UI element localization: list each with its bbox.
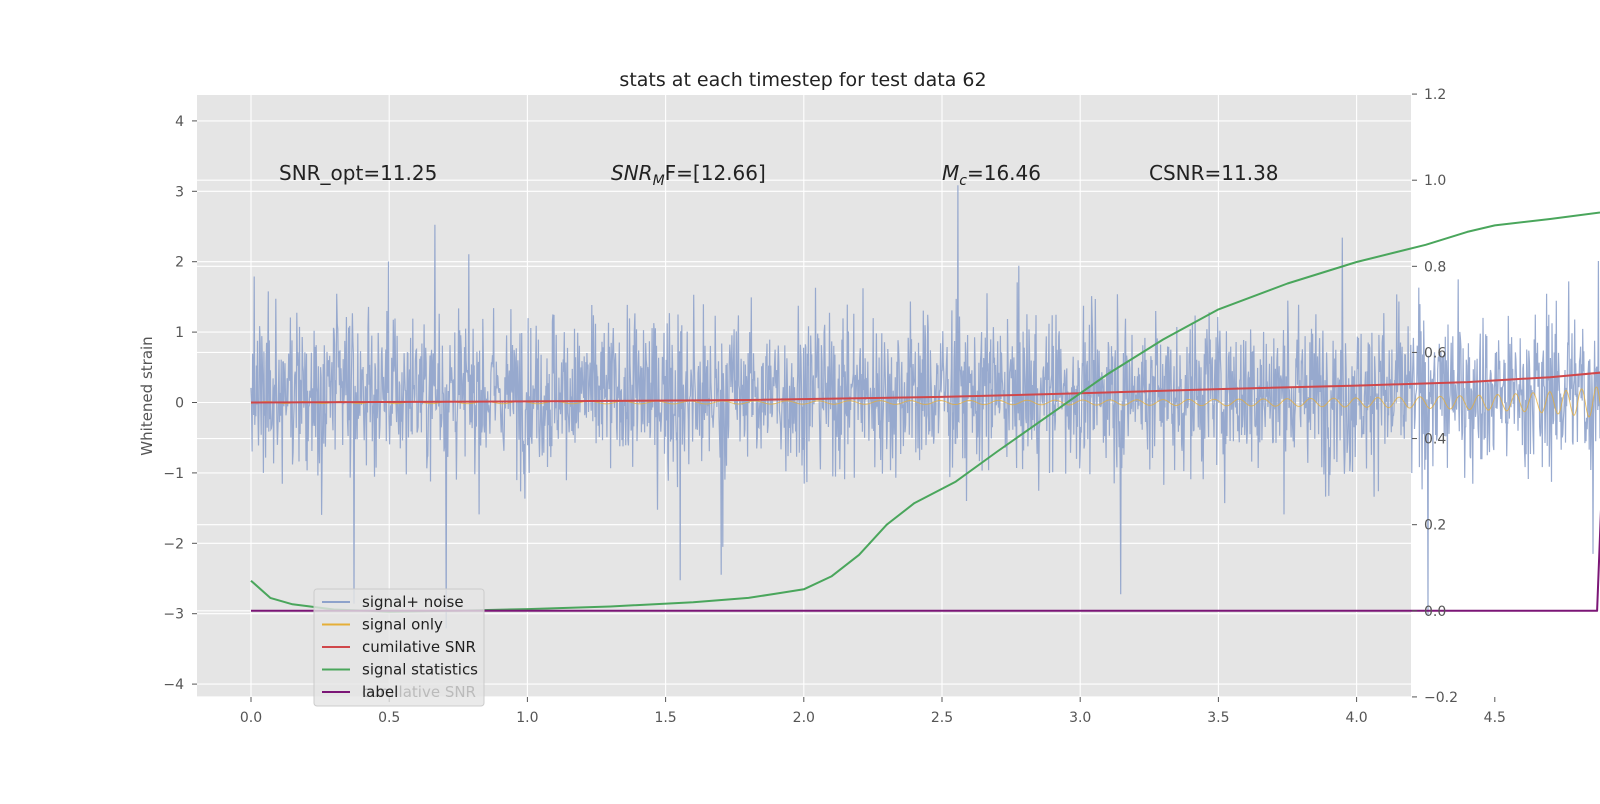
y-tick-label: −1 — [163, 466, 184, 482]
cumilative-snr-line — [250, 371, 1600, 404]
y2-tick-label: 0.0 — [1424, 604, 1446, 620]
y-tick-label: 1 — [175, 325, 184, 341]
x-tick-label: 1.5 — [654, 710, 676, 726]
y2-tick-label: 0.8 — [1424, 259, 1446, 275]
x-tick-label: 3.5 — [1207, 710, 1229, 726]
legend-label: label — [362, 683, 398, 701]
annotation-mc-italic: M — [942, 161, 959, 185]
y2-tick-label: 0.4 — [1424, 432, 1446, 448]
x-tick-label: 4.5 — [1484, 710, 1506, 726]
y2-tick-label: 1.0 — [1424, 173, 1446, 189]
annotation-snr-mf: SNRMF=[12.66] — [611, 161, 766, 189]
y-tick-label: −2 — [163, 536, 184, 552]
y-axis-label: Whitened strain — [138, 336, 156, 455]
legend-label: signal only — [362, 616, 443, 634]
y2-tick-label: −0.2 — [1424, 690, 1458, 706]
x-tick-label: 3.0 — [1069, 710, 1091, 726]
annotation-snr-mf-rest: F=[12.66] — [665, 161, 766, 185]
signal-statistics-line — [250, 211, 1600, 613]
x-tick-label: 2.0 — [793, 710, 815, 726]
y-tick-label: −3 — [163, 607, 184, 623]
annotation-mc-sub: c — [959, 173, 967, 189]
y2-tick-label: 0.2 — [1424, 518, 1446, 534]
x-tick-label: 2.5 — [931, 710, 953, 726]
y2-tick-label: 0.6 — [1424, 345, 1446, 361]
y-tick-label: 4 — [175, 114, 184, 130]
x-tick-label: 1.0 — [516, 710, 538, 726]
legend-label: signal statistics — [362, 661, 478, 679]
legend-items: signal+ noise signal only cumilative SNR si… — [322, 593, 478, 701]
signal-plus-noise-line — [250, 185, 1600, 629]
label-line — [251, 509, 1600, 612]
legend-overlap-text: cumilative SNR — [362, 683, 476, 701]
annotation-snr-mf-italic: SNR — [611, 161, 653, 185]
y2-tick-label: 1.2 — [1424, 87, 1446, 103]
y-axis-left: 4 3 2 1 0 −1 −2 −3 −4 — [163, 114, 197, 693]
x-tick-label: 0.0 — [240, 710, 262, 726]
annotation-snr-opt: SNR_opt=11.25 — [279, 161, 437, 185]
chart-title: stats at each timestep for test data 62 — [619, 69, 986, 91]
legend-label: cumilative SNR — [362, 638, 476, 656]
y-tick-label: 0 — [175, 396, 184, 412]
annotation-mc-rest: =16.46 — [967, 161, 1041, 185]
x-axis: 0.00.51.01.52.02.53.03.54.04.55.05.56.06… — [240, 697, 1506, 726]
legend-box — [313, 588, 485, 707]
legend-label: signal+ noise — [362, 593, 464, 611]
legend: cumilative SNR signal+ noise signal only c… — [313, 588, 485, 707]
x-tick-label: 0.5 — [378, 710, 400, 726]
annotation-csnr: CSNR=11.38 — [1149, 161, 1279, 185]
x-tick-label: 4.0 — [1345, 710, 1367, 726]
annotation-snr-mf-sub: M — [653, 173, 665, 189]
series-signal-plus-noise — [250, 185, 1600, 629]
y-tick-label: 2 — [175, 255, 184, 271]
annotation-mc: Mc=16.46 — [942, 161, 1041, 189]
y-axis-right: 1.2 1.0 0.8 0.6 0.4 0.2 0.0 −0.2 — [1412, 87, 1458, 706]
series-lines — [250, 211, 1600, 613]
y-tick-label: −4 — [163, 677, 184, 693]
y-tick-label: 3 — [175, 184, 184, 200]
